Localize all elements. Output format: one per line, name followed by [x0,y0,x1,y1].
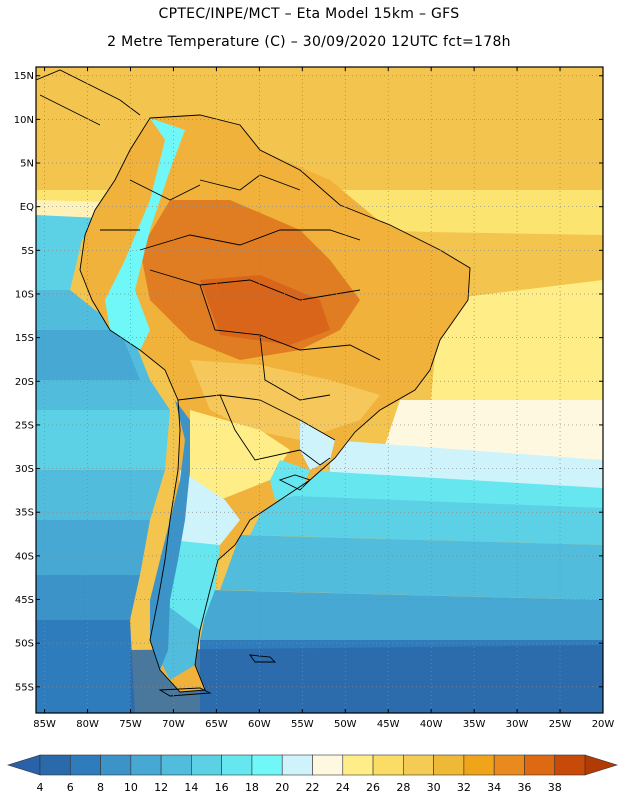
lat-label: 5S [21,246,34,257]
lat-label: 30S [15,464,34,475]
colorbar-label: 28 [396,781,410,794]
graticule [36,67,604,713]
lon-label: 45W [377,719,400,730]
lon-label: 30W [506,719,529,730]
lat-label: 10S [15,289,34,300]
country-borders [36,69,471,697]
colorbar-swatch [191,754,222,776]
colorbar-swatch [281,754,313,776]
colorbar-label: 14 [184,781,198,794]
colorbar-swatch [39,754,71,776]
colorbar-label: 24 [336,781,350,794]
lat-label: 15N [14,71,34,82]
lat-label: 45S [15,595,34,606]
lon-label: 85W [33,719,56,730]
lat-label: 55S [15,682,34,693]
colorbar-swatch [372,754,404,776]
colorbar-label: 32 [457,781,471,794]
colorbar-swatch [69,754,101,776]
lon-label: 20W [592,719,615,730]
lat-label: 50S [15,639,34,650]
colorbar-label: 22 [306,781,320,794]
lat-label: 40S [15,551,34,562]
colorbar-label: 4 [37,781,44,794]
colorbar-swatch [554,754,586,776]
lon-label: 55W [291,719,314,730]
colorbar-low-arrow [6,754,41,776]
colorbar-swatch [403,754,434,776]
chart-subtitle: 2 Metre Temperature (C) – 30/09/2020 12U… [107,34,511,50]
chart-title: CPTEC/INPE/MCT – Eta Model 15km – GFS [158,6,460,22]
lon-label: 75W [119,719,142,730]
colorbar-label: 12 [154,781,168,794]
colorbar: 4 6 8 10 12 14 16 18 20 22 24 26 28 30 32 34 36 38 [6,754,618,794]
colorbar-label: 20 [275,781,289,794]
lon-label: 50W [334,719,357,730]
lon-label: 65W [205,719,228,730]
colorbar-label: 30 [427,781,441,794]
colorbar-swatch [342,754,374,776]
lat-label: 25S [15,420,34,431]
lat-label: 5N [20,159,34,170]
longitude-labels: 85W 80W 75W 70W 65W 60W 55W 50W 45W 40W 35W 30W 25W 2… [33,67,614,730]
lat-label: 10N [14,115,34,126]
lat-label: 15S [15,333,34,344]
lon-label: 70W [162,719,185,730]
colorbar-label: 10 [124,781,138,794]
colorbar-swatch [312,754,344,776]
colorbar-label: 16 [215,781,229,794]
colorbar-swatch [160,754,192,776]
ocean-temperature-field [36,67,603,713]
colorbar-swatch [433,754,465,776]
latitude-labels: 15N 10N 5N EQ 5S 10S 15S 20S 25S 30S 35S 40S 45S 50S 5… [14,71,603,693]
colorbar-swatch [463,754,495,776]
colorbar-label: 38 [548,781,562,794]
lon-label: 25W [549,719,572,730]
lon-label: 60W [248,719,271,730]
colorbar-swatch [493,754,525,776]
colorbar-swatch [221,754,253,776]
lon-label: 40W [420,719,443,730]
map-frame [35,66,604,714]
colorbar-label: 34 [487,781,501,794]
colorbar-swatch [251,754,283,776]
lat-label: 35S [15,508,34,519]
colorbar-swatch [100,754,132,776]
colorbar-high-arrow [584,754,618,776]
colorbar-label: 6 [67,781,74,794]
lat-label: EQ [20,202,34,213]
lat-label: 20S [15,377,34,388]
colorbar-label: 26 [366,781,380,794]
colorbar-label: 36 [517,781,531,794]
colorbar-swatch [524,754,556,776]
colorbar-swatch [130,754,162,776]
lon-label: 35W [463,719,486,730]
colorbar-label: 18 [245,781,259,794]
colorbar-label: 8 [97,781,104,794]
lon-label: 80W [76,719,99,730]
